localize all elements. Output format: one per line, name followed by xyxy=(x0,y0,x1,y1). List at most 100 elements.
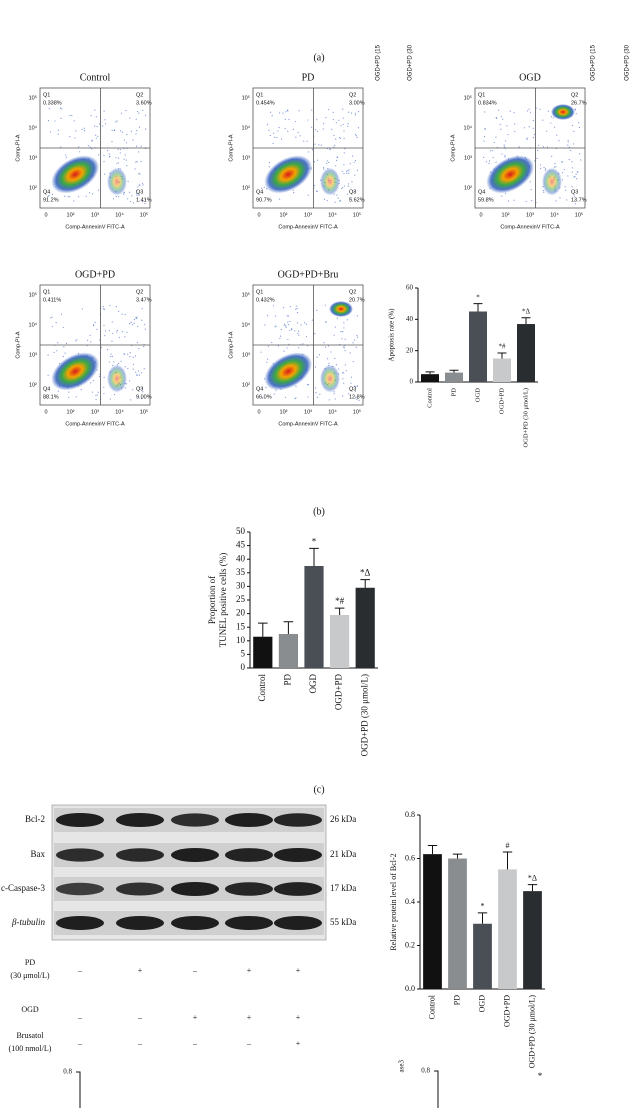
protein-size: 21 kDa xyxy=(330,849,356,859)
event-dot xyxy=(342,395,344,397)
event-dot xyxy=(92,380,95,382)
event-dot xyxy=(336,194,338,196)
event-dot xyxy=(347,185,349,187)
quadrant-name: Q2 xyxy=(349,92,356,98)
event-dot xyxy=(354,159,357,162)
quadrant-value: 1.41% xyxy=(136,197,152,203)
error-bar xyxy=(425,371,435,375)
event-dot xyxy=(140,145,142,147)
event-dot xyxy=(484,128,486,130)
event-dot xyxy=(47,374,49,376)
protein-name: Bcl-2 xyxy=(25,814,45,824)
event-dot xyxy=(120,360,122,362)
event-dot xyxy=(120,112,123,114)
density-blob xyxy=(264,352,313,391)
event-dot xyxy=(532,137,535,139)
event-dot xyxy=(280,328,282,331)
event-dot xyxy=(295,305,297,307)
y-tick-label: 0.4 xyxy=(405,897,415,906)
event-dot xyxy=(142,109,144,112)
event-dot xyxy=(356,385,358,387)
x-tick-label: Control xyxy=(257,674,267,702)
bar xyxy=(473,923,492,989)
event-dot xyxy=(529,181,531,183)
event-dot xyxy=(135,118,137,120)
protein-name: Bax xyxy=(31,849,46,859)
error-bar xyxy=(427,844,438,855)
x-tick-label: 10² xyxy=(67,409,75,415)
event-dot xyxy=(571,171,573,173)
event-dot xyxy=(144,114,147,116)
treatment-name: Brusatol xyxy=(16,1031,44,1040)
x-tick-label: 0 xyxy=(44,212,47,218)
event-dot xyxy=(138,112,140,114)
event-dot xyxy=(264,324,266,326)
event-dot xyxy=(305,335,308,338)
event-dot xyxy=(347,123,349,125)
event-dot xyxy=(314,366,317,368)
event-dot xyxy=(307,194,309,196)
event-dot xyxy=(93,324,95,326)
fragment-tick: 0.8 xyxy=(421,1067,430,1075)
event-dot xyxy=(102,305,104,307)
event-dot xyxy=(136,110,139,113)
event-dot xyxy=(343,130,345,132)
event-dot xyxy=(129,356,131,358)
event-dot xyxy=(116,329,118,331)
bar xyxy=(445,372,463,382)
x-tick-label: OGD xyxy=(477,995,486,1013)
event-dot xyxy=(284,396,287,398)
band xyxy=(225,916,273,930)
event-dot xyxy=(141,387,143,389)
event-dot xyxy=(346,319,348,321)
event-dot xyxy=(132,139,134,141)
event-dot xyxy=(342,378,344,380)
y-tick-label: 45 xyxy=(236,540,246,550)
y-axis-label: Comp-PI-A xyxy=(15,134,21,162)
y-tick-label: 40 xyxy=(236,553,246,563)
event-dot xyxy=(128,191,131,193)
event-dot xyxy=(51,193,54,196)
event-dot xyxy=(489,150,491,152)
x-tick-label: 0 xyxy=(257,212,260,218)
event-dot xyxy=(106,149,109,152)
event-dot xyxy=(571,161,573,163)
event-dot xyxy=(339,199,342,201)
event-dot xyxy=(137,186,139,188)
x-tick-label: 10² xyxy=(280,409,288,415)
event-dot xyxy=(572,124,574,127)
error-bar xyxy=(473,303,483,312)
event-dot xyxy=(144,328,146,330)
event-dot xyxy=(121,331,124,333)
event-dot xyxy=(103,386,105,388)
event-dot xyxy=(126,165,128,167)
y-tick-label: 35 xyxy=(236,567,246,577)
event-dot xyxy=(55,322,57,324)
protein-size: 26 kDa xyxy=(330,814,356,824)
event-dot xyxy=(328,399,330,401)
event-dot xyxy=(502,118,504,120)
band xyxy=(56,882,104,896)
significance-mark: * xyxy=(476,293,480,301)
treatment-sign: – xyxy=(192,1039,198,1048)
event-dot xyxy=(103,154,105,157)
quadrant-name: Q4 xyxy=(256,189,263,195)
x-tick-label: 0 xyxy=(257,409,260,415)
y-axis-label: Apoptosis rate (%) xyxy=(388,308,396,362)
event-dot xyxy=(268,166,270,168)
y-tick-label: 10² xyxy=(464,185,472,191)
event-dot xyxy=(298,347,300,349)
event-dot xyxy=(306,140,308,142)
quadrant-name: Q4 xyxy=(43,189,50,195)
event-dot xyxy=(87,144,90,147)
event-dot xyxy=(550,122,552,124)
event-dot xyxy=(138,172,140,174)
event-dot xyxy=(142,184,144,186)
band xyxy=(274,813,322,827)
event-dot xyxy=(332,111,334,113)
event-dot xyxy=(488,160,491,162)
event-dot xyxy=(265,386,267,389)
event-dot xyxy=(74,137,76,139)
event-dot xyxy=(566,199,568,201)
y-tick-label: 10⁴ xyxy=(464,124,473,131)
